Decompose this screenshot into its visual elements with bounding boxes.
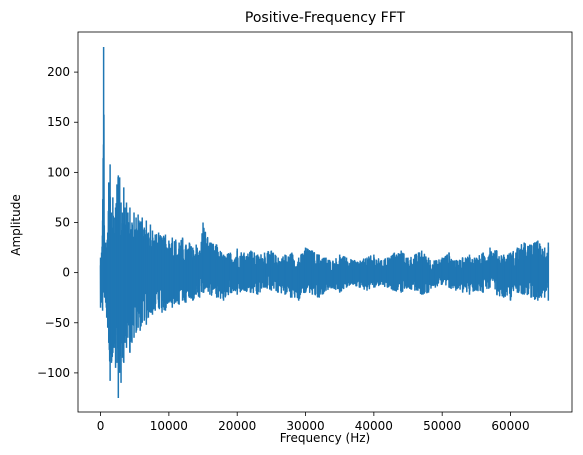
- y-tick-label: 150: [47, 115, 70, 129]
- x-tick-label: 10000: [150, 419, 188, 433]
- y-tick-label: 50: [55, 216, 70, 230]
- y-tick-label: 200: [47, 65, 70, 79]
- x-axis-label: Frequency (Hz): [280, 431, 371, 445]
- y-tick-label: 100: [47, 165, 70, 179]
- y-tick-label: −100: [37, 366, 70, 380]
- x-tick-label: 60000: [491, 419, 529, 433]
- x-tick-label: 0: [97, 419, 105, 433]
- chart-title: Positive-Frequency FFT: [245, 10, 406, 26]
- y-axis-label: Amplitude: [9, 194, 23, 256]
- y-tick-label: 0: [62, 266, 70, 280]
- y-tick-label: −50: [45, 316, 70, 330]
- x-tick-label: 20000: [218, 419, 256, 433]
- x-tick-label: 50000: [423, 419, 461, 433]
